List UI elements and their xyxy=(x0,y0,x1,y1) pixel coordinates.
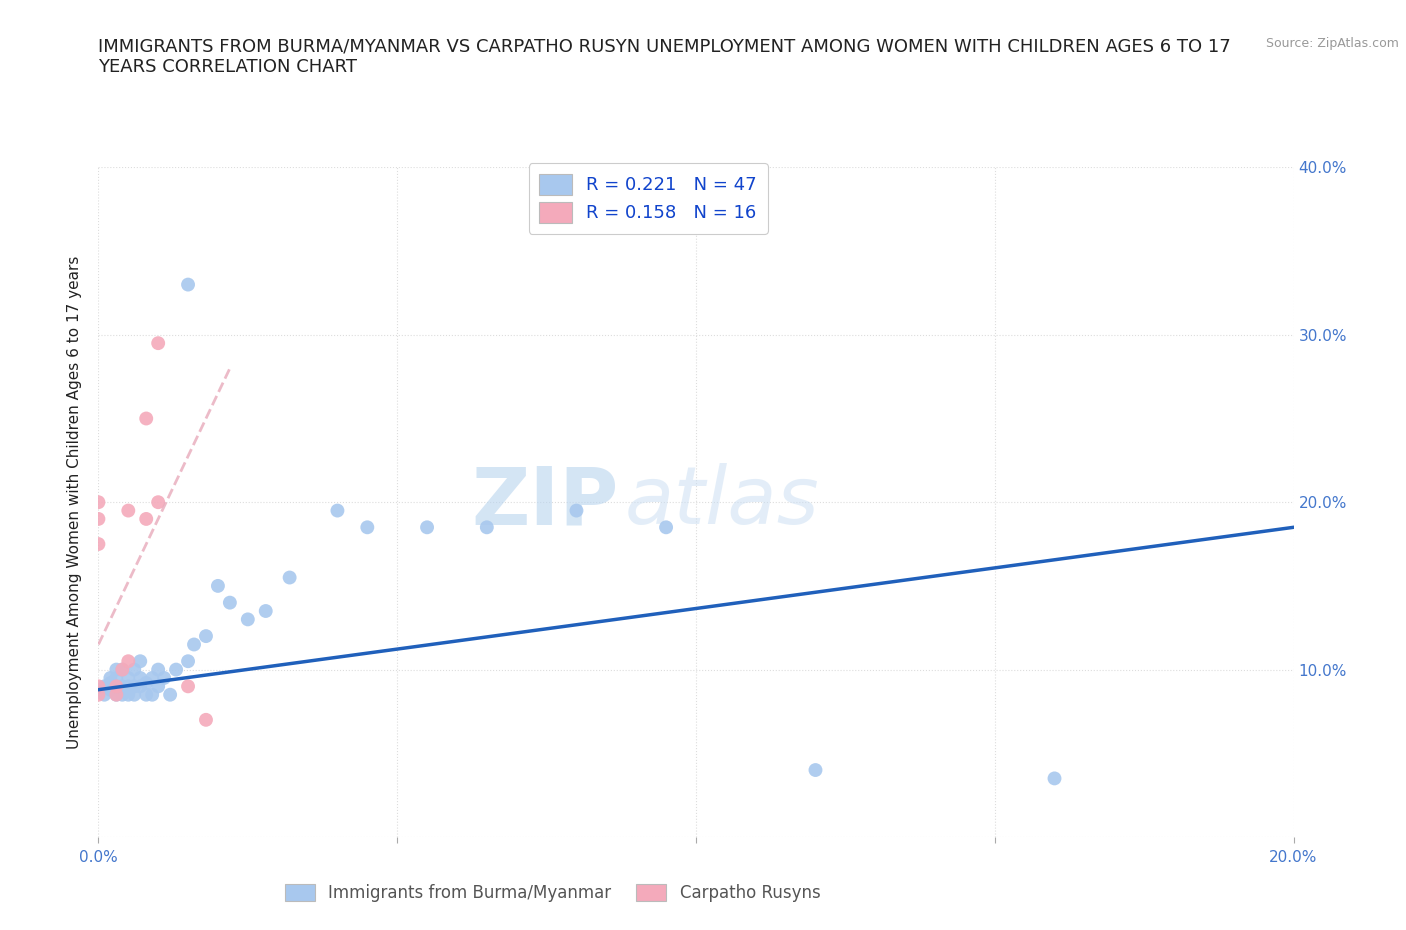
Legend: Immigrants from Burma/Myanmar, Carpatho Rusyns: Immigrants from Burma/Myanmar, Carpatho … xyxy=(278,878,827,909)
Point xyxy=(111,662,134,677)
Point xyxy=(129,671,152,685)
Point xyxy=(177,679,200,694)
Point xyxy=(87,687,110,702)
Point xyxy=(278,570,301,585)
Point xyxy=(141,687,163,702)
Point xyxy=(207,578,229,593)
Point xyxy=(135,411,157,426)
Point xyxy=(219,595,242,610)
Point xyxy=(117,654,139,669)
Point xyxy=(129,679,152,694)
Text: Source: ZipAtlas.com: Source: ZipAtlas.com xyxy=(1265,37,1399,50)
Point xyxy=(124,679,146,694)
Point xyxy=(177,654,200,669)
Point xyxy=(105,687,128,702)
Point xyxy=(129,654,152,669)
Point xyxy=(93,687,115,702)
Point xyxy=(105,679,128,694)
Point xyxy=(1043,771,1066,786)
Point xyxy=(105,679,128,694)
Point xyxy=(148,662,170,677)
Point xyxy=(416,520,439,535)
Point xyxy=(87,537,110,551)
Point xyxy=(475,520,498,535)
Point xyxy=(105,687,128,702)
Point xyxy=(87,679,110,694)
Y-axis label: Unemployment Among Women with Children Ages 6 to 17 years: Unemployment Among Women with Children A… xyxy=(67,256,83,749)
Point xyxy=(135,675,157,690)
Point xyxy=(117,503,139,518)
Point xyxy=(100,675,122,690)
Point xyxy=(124,662,146,677)
Point xyxy=(111,679,134,694)
Point xyxy=(117,671,139,685)
Point xyxy=(135,687,157,702)
Text: ZIP: ZIP xyxy=(471,463,619,541)
Point xyxy=(87,512,110,526)
Point xyxy=(177,277,200,292)
Text: IMMIGRANTS FROM BURMA/MYANMAR VS CARPATHO RUSYN UNEMPLOYMENT AMONG WOMEN WITH CH: IMMIGRANTS FROM BURMA/MYANMAR VS CARPATH… xyxy=(98,37,1232,76)
Point xyxy=(87,495,110,510)
Point xyxy=(100,671,122,685)
Point xyxy=(148,679,170,694)
Point xyxy=(111,662,134,677)
Point xyxy=(148,336,170,351)
Point xyxy=(655,520,678,535)
Point xyxy=(141,671,163,685)
Point xyxy=(135,512,157,526)
Text: atlas: atlas xyxy=(624,463,820,541)
Point xyxy=(183,637,205,652)
Point xyxy=(165,662,187,677)
Point xyxy=(93,679,115,694)
Point xyxy=(124,687,146,702)
Point xyxy=(565,503,588,518)
Point xyxy=(153,671,176,685)
Point xyxy=(100,683,122,698)
Point xyxy=(148,495,170,510)
Point xyxy=(111,687,134,702)
Point xyxy=(804,763,827,777)
Point xyxy=(105,662,128,677)
Point xyxy=(195,712,218,727)
Point xyxy=(159,687,181,702)
Point xyxy=(236,612,259,627)
Point xyxy=(195,629,218,644)
Point xyxy=(117,679,139,694)
Point xyxy=(117,687,139,702)
Point xyxy=(326,503,349,518)
Point xyxy=(254,604,277,618)
Point xyxy=(105,671,128,685)
Point xyxy=(356,520,378,535)
